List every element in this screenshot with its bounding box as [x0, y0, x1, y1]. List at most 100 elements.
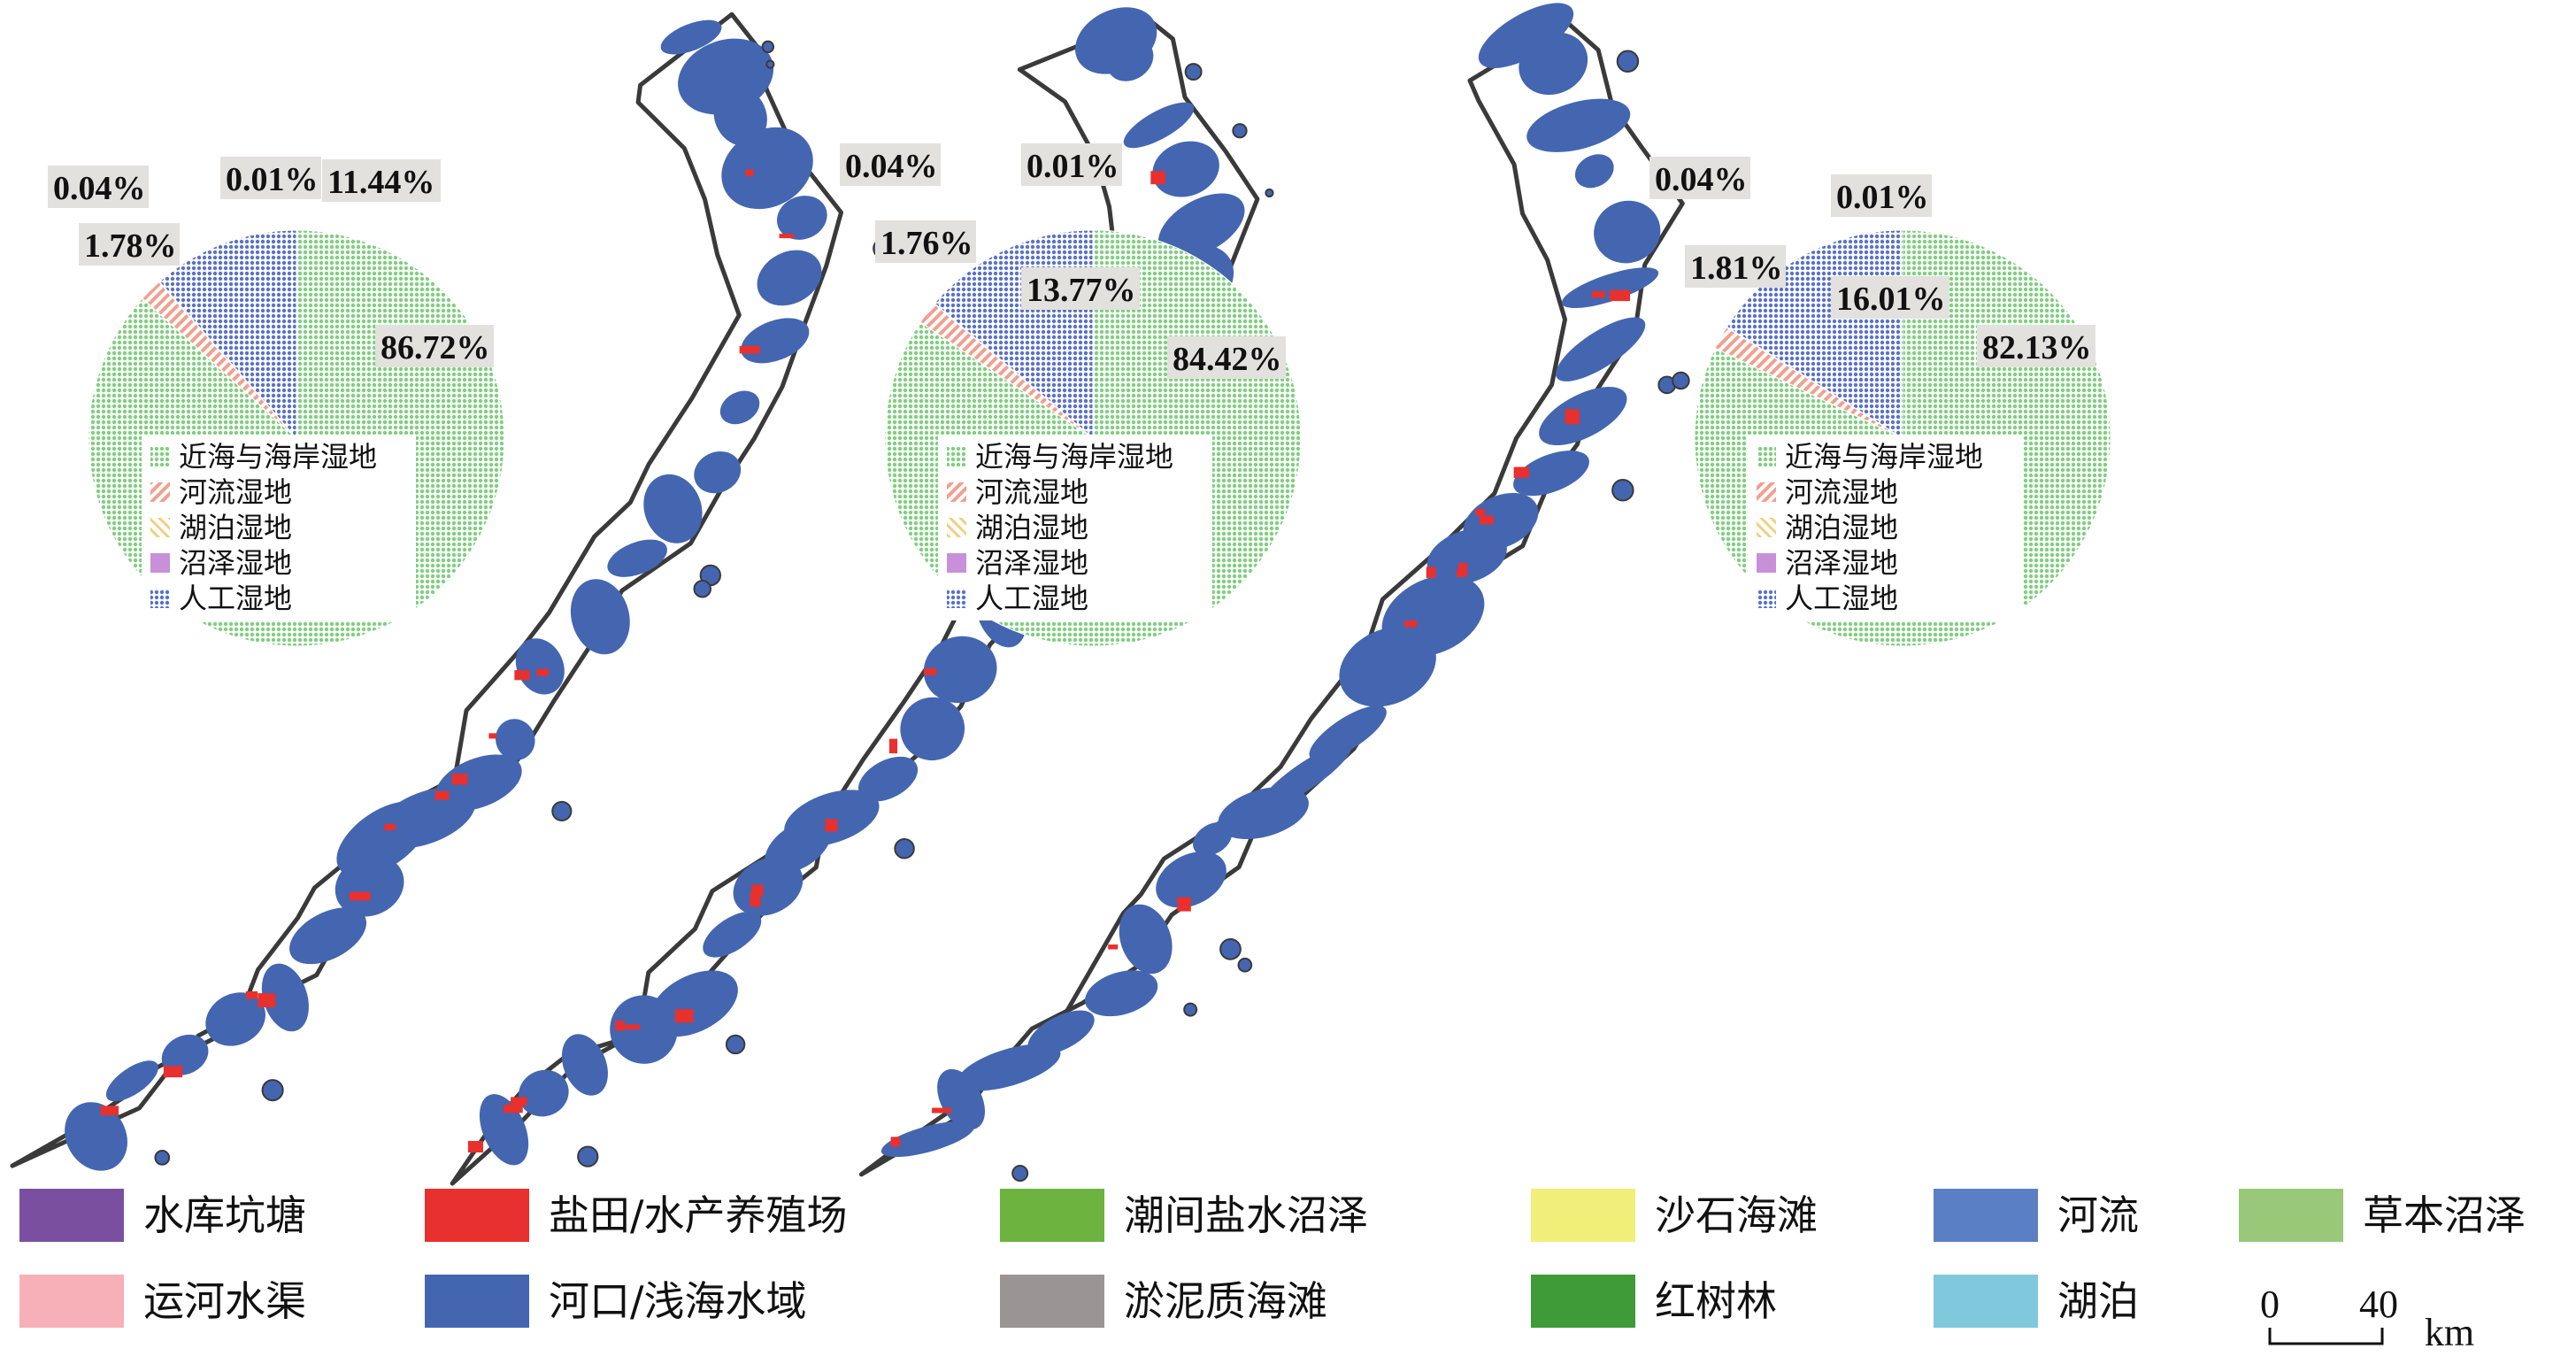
pie-label-box [1685, 245, 1786, 288]
pie-label-box [220, 157, 321, 199]
legend-swatch [1531, 1275, 1635, 1328]
pie-percent-label: 0.01% [226, 161, 319, 198]
scale-start-label: 0 [2260, 1283, 2280, 1326]
estuary-water [1526, 98, 1631, 152]
aquaculture-patch [163, 1066, 183, 1078]
estuary-water [1156, 851, 1226, 908]
aquaculture-patch [349, 891, 371, 901]
legend-swatch [1934, 1275, 2038, 1328]
island [261, 1079, 284, 1102]
island [1611, 479, 1634, 502]
island [1184, 63, 1203, 81]
legend-swatch [425, 1189, 529, 1242]
pie-percent-label: 0.04% [53, 170, 146, 207]
island [725, 1034, 746, 1055]
pie-label-box [375, 325, 494, 367]
pie-percent-label: 13.77% [1027, 272, 1136, 309]
pie-legend-swatch [150, 447, 170, 466]
pie-label-box [875, 220, 976, 263]
aquaculture-patch [750, 884, 764, 896]
pie-chart-1: 86.72% 1.78% 0.04% 0.01% 11.44% 近海与海岸湿地河流湿地湖泊… [48, 157, 505, 647]
legend-label: 湖泊 [2057, 1277, 2139, 1325]
estuary-water [678, 38, 774, 115]
pie-percent-label: 1.81% [1690, 250, 1783, 287]
pie-legend-label: 人工湿地 [179, 582, 292, 615]
pie-label-box [1977, 325, 2095, 367]
aquaculture-patch [1177, 897, 1191, 912]
pie-legend-label: 沼泽湿地 [975, 546, 1088, 580]
estuary-water [1157, 193, 1245, 258]
aquaculture-patch [739, 345, 760, 354]
pie-legend-swatch [947, 553, 966, 573]
aquaculture-patch [514, 670, 530, 681]
aquaculture-patch [1150, 171, 1165, 185]
island [577, 1145, 599, 1167]
pie-label-box [79, 223, 180, 266]
estuary-water [719, 390, 760, 425]
estuary-water [1478, 3, 1574, 69]
pie-slice [158, 229, 297, 440]
estuary-water [1539, 387, 1627, 446]
aquaculture-patch [1475, 508, 1486, 516]
pie-legend-swatch [150, 518, 170, 537]
pie-legend-label: 河流湿地 [1785, 475, 1898, 509]
pie-percent-label: 16.01% [1836, 281, 1946, 318]
aquaculture-patch [1513, 466, 1529, 478]
pie-legend-label: 近海与海岸湿地 [975, 440, 1173, 474]
pie-legend-bg [142, 435, 416, 620]
estuary-water [703, 911, 762, 958]
island [894, 837, 915, 859]
pie-label-box [840, 143, 941, 186]
legend-swatch [19, 1189, 124, 1242]
aquaculture-patch [924, 667, 937, 675]
aquaculture-patch [1591, 290, 1605, 298]
pie-label-box [1021, 267, 1140, 310]
pie-percent-label: 0.04% [1655, 161, 1748, 198]
legend-swatch [2239, 1189, 2343, 1242]
pie-label-box [1649, 157, 1750, 199]
aquaculture-patch [1609, 289, 1631, 302]
aquaculture-patch [100, 1106, 119, 1116]
aquaculture-patch [1480, 515, 1494, 525]
aquaculture-patch [1458, 562, 1468, 577]
island [1232, 123, 1248, 139]
pie-legend-label: 近海与海岸湿地 [179, 440, 377, 474]
pie-legend-label: 河流湿地 [975, 475, 1088, 509]
estuary-water [65, 1102, 127, 1171]
pie-legend-swatch [1757, 589, 1776, 608]
scale-unit-label: km [2425, 1311, 2474, 1354]
aquaculture-patch [1108, 944, 1119, 950]
pie-percent-label: 1.78% [84, 227, 177, 265]
estuary-water [1027, 1010, 1095, 1056]
pie-percent-label: 11.44% [327, 164, 434, 201]
pie-legend-label: 人工湿地 [1785, 582, 1898, 615]
estuary-water [1574, 154, 1614, 189]
pie-label-box [1167, 336, 1286, 379]
pie-legend-label: 河流湿地 [179, 475, 292, 509]
pie-legend-swatch [150, 589, 170, 608]
legend-label: 河口/浅海水域 [549, 1277, 807, 1325]
pie-percent-label: 82.13% [1982, 329, 2092, 366]
estuary-water [561, 1034, 608, 1096]
pie-legend-label: 近海与海岸湿地 [1785, 440, 1983, 474]
pie-legend-swatch [947, 447, 966, 466]
island [1183, 1002, 1198, 1017]
estuary-water [784, 790, 880, 847]
estuary-water [1556, 317, 1646, 381]
legend-label: 河流 [2057, 1191, 2139, 1239]
island [1011, 1165, 1029, 1183]
estuary-water [721, 127, 813, 210]
pie-label-box [1831, 174, 1932, 217]
aquaculture-patch [511, 1097, 527, 1106]
estuary-water [1119, 904, 1173, 975]
legend-label: 盐田/水产养殖场 [549, 1191, 848, 1239]
estuary-water [205, 992, 265, 1046]
aquaculture-patch [1404, 620, 1418, 628]
estuary-water [1381, 574, 1485, 657]
legend-swatch [1934, 1189, 2038, 1242]
estuary-water [1085, 970, 1158, 1017]
aquaculture-patch [384, 823, 396, 831]
aquaculture-patch [467, 1140, 483, 1153]
aquaculture-patch [434, 790, 450, 800]
